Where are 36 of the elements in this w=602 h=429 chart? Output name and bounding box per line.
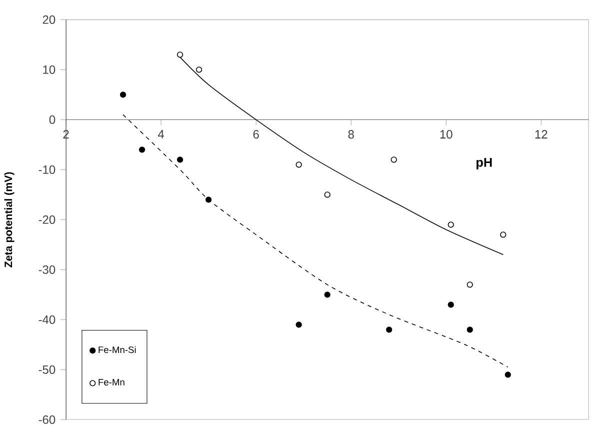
point (324, 292, 330, 298)
point (386, 326, 392, 333)
x-tick-label: 10 (440, 130, 452, 139)
y-tick-label: -30 (38, 265, 56, 274)
point (138, 146, 146, 153)
point (296, 322, 302, 328)
point (504, 372, 511, 378)
y-tick-label: -20 (38, 215, 56, 224)
point (466, 326, 473, 333)
x-axis-title: pH (476, 158, 492, 170)
y-tick-label: 20 (42, 15, 56, 24)
point (176, 156, 184, 163)
y-tick-label: -40 (38, 315, 56, 324)
x-tick-label: 8 (348, 130, 354, 139)
point (176, 52, 184, 58)
y-tick-label: -10 (38, 165, 56, 174)
x-tick-label: 4 (158, 130, 164, 138)
point (448, 302, 454, 308)
point (120, 92, 126, 98)
point (296, 162, 302, 168)
point (196, 66, 202, 73)
point (324, 192, 330, 198)
point (205, 196, 212, 203)
legend-label: Fe-Mn (98, 378, 124, 386)
y-tick-label: -60 (38, 415, 56, 424)
legend-label: Fe-Mn-Si (98, 346, 136, 354)
y-axis-title: Zeta potential (mV) (4, 172, 14, 268)
x-tick-label: 12 (535, 130, 548, 138)
y-tick-label: -50 (38, 365, 56, 374)
point (466, 282, 473, 288)
x-tick-label: 6 (253, 130, 259, 139)
point (390, 156, 397, 163)
y-tick-label: 10 (43, 65, 56, 74)
point (448, 222, 454, 228)
y-tick-label: 0 (49, 115, 56, 124)
point (500, 232, 506, 238)
